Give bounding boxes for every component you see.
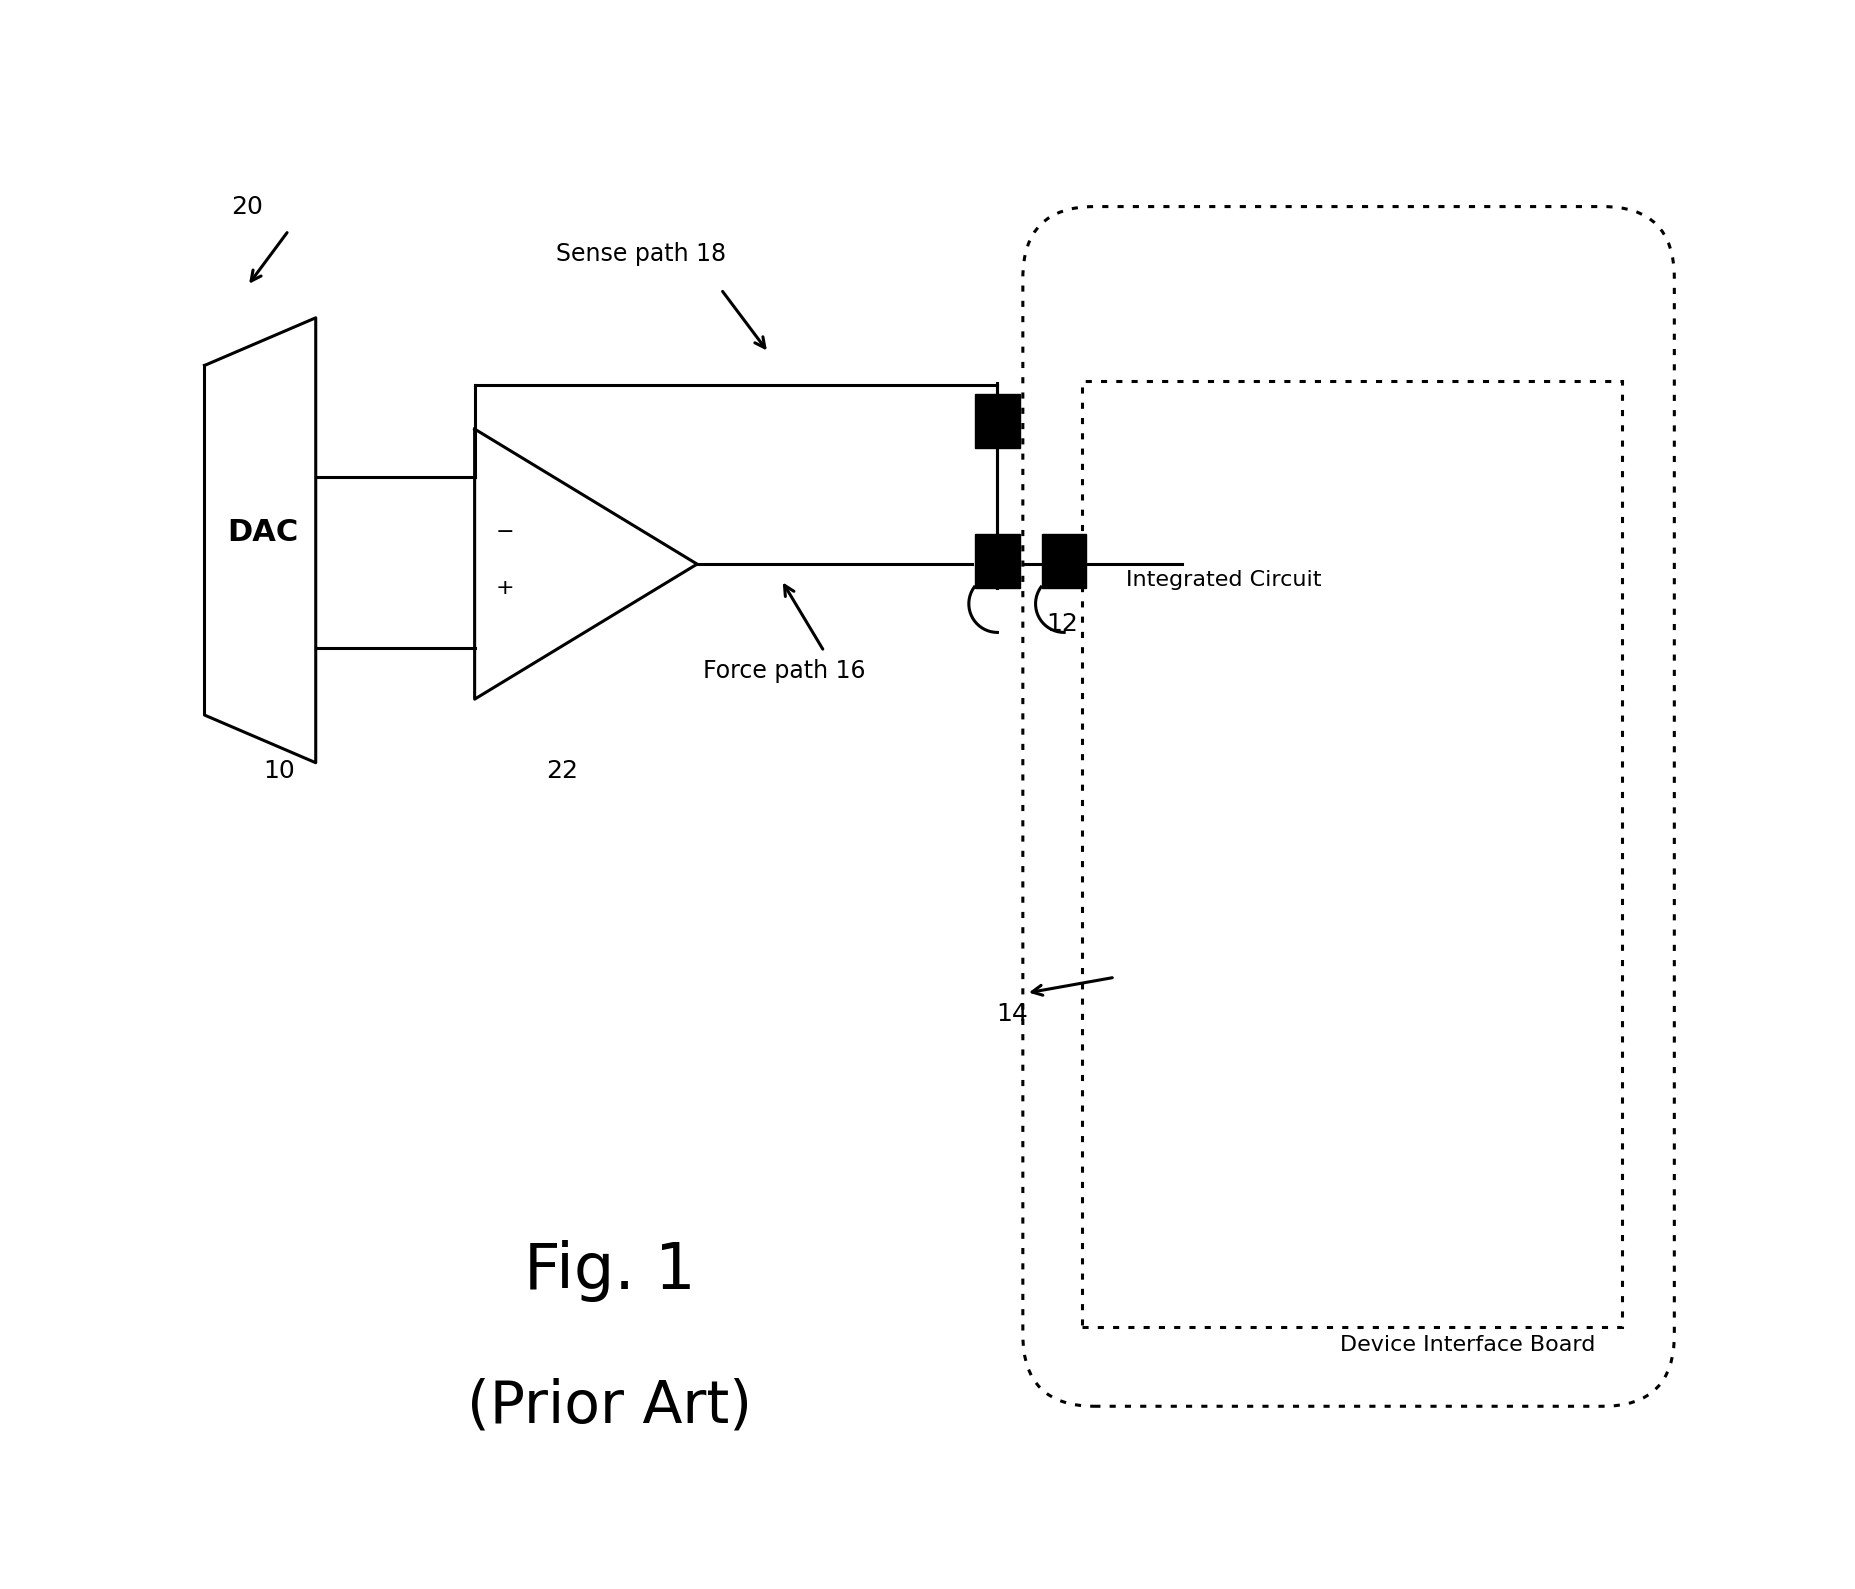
Text: Force path 16: Force path 16: [703, 658, 866, 683]
Text: DAC: DAC: [228, 518, 299, 547]
Text: (Prior Art): (Prior Art): [467, 1378, 751, 1435]
Bar: [1081, 381, 1621, 1327]
Bar: [1043, 534, 1087, 588]
Bar: [976, 394, 1020, 448]
Text: Device Interface Board: Device Interface Board: [1339, 1335, 1595, 1355]
Text: Integrated Circuit: Integrated Circuit: [1126, 570, 1321, 590]
Bar: [976, 534, 1020, 588]
Text: +: +: [495, 578, 514, 597]
Text: 20: 20: [232, 194, 263, 219]
Text: 12: 12: [1046, 612, 1078, 637]
Text: 14: 14: [996, 1001, 1028, 1026]
Text: Sense path 18: Sense path 18: [556, 242, 727, 267]
Text: −: −: [495, 523, 514, 542]
Text: Fig. 1: Fig. 1: [523, 1239, 696, 1303]
Text: 10: 10: [263, 758, 295, 783]
Text: 22: 22: [545, 758, 579, 783]
